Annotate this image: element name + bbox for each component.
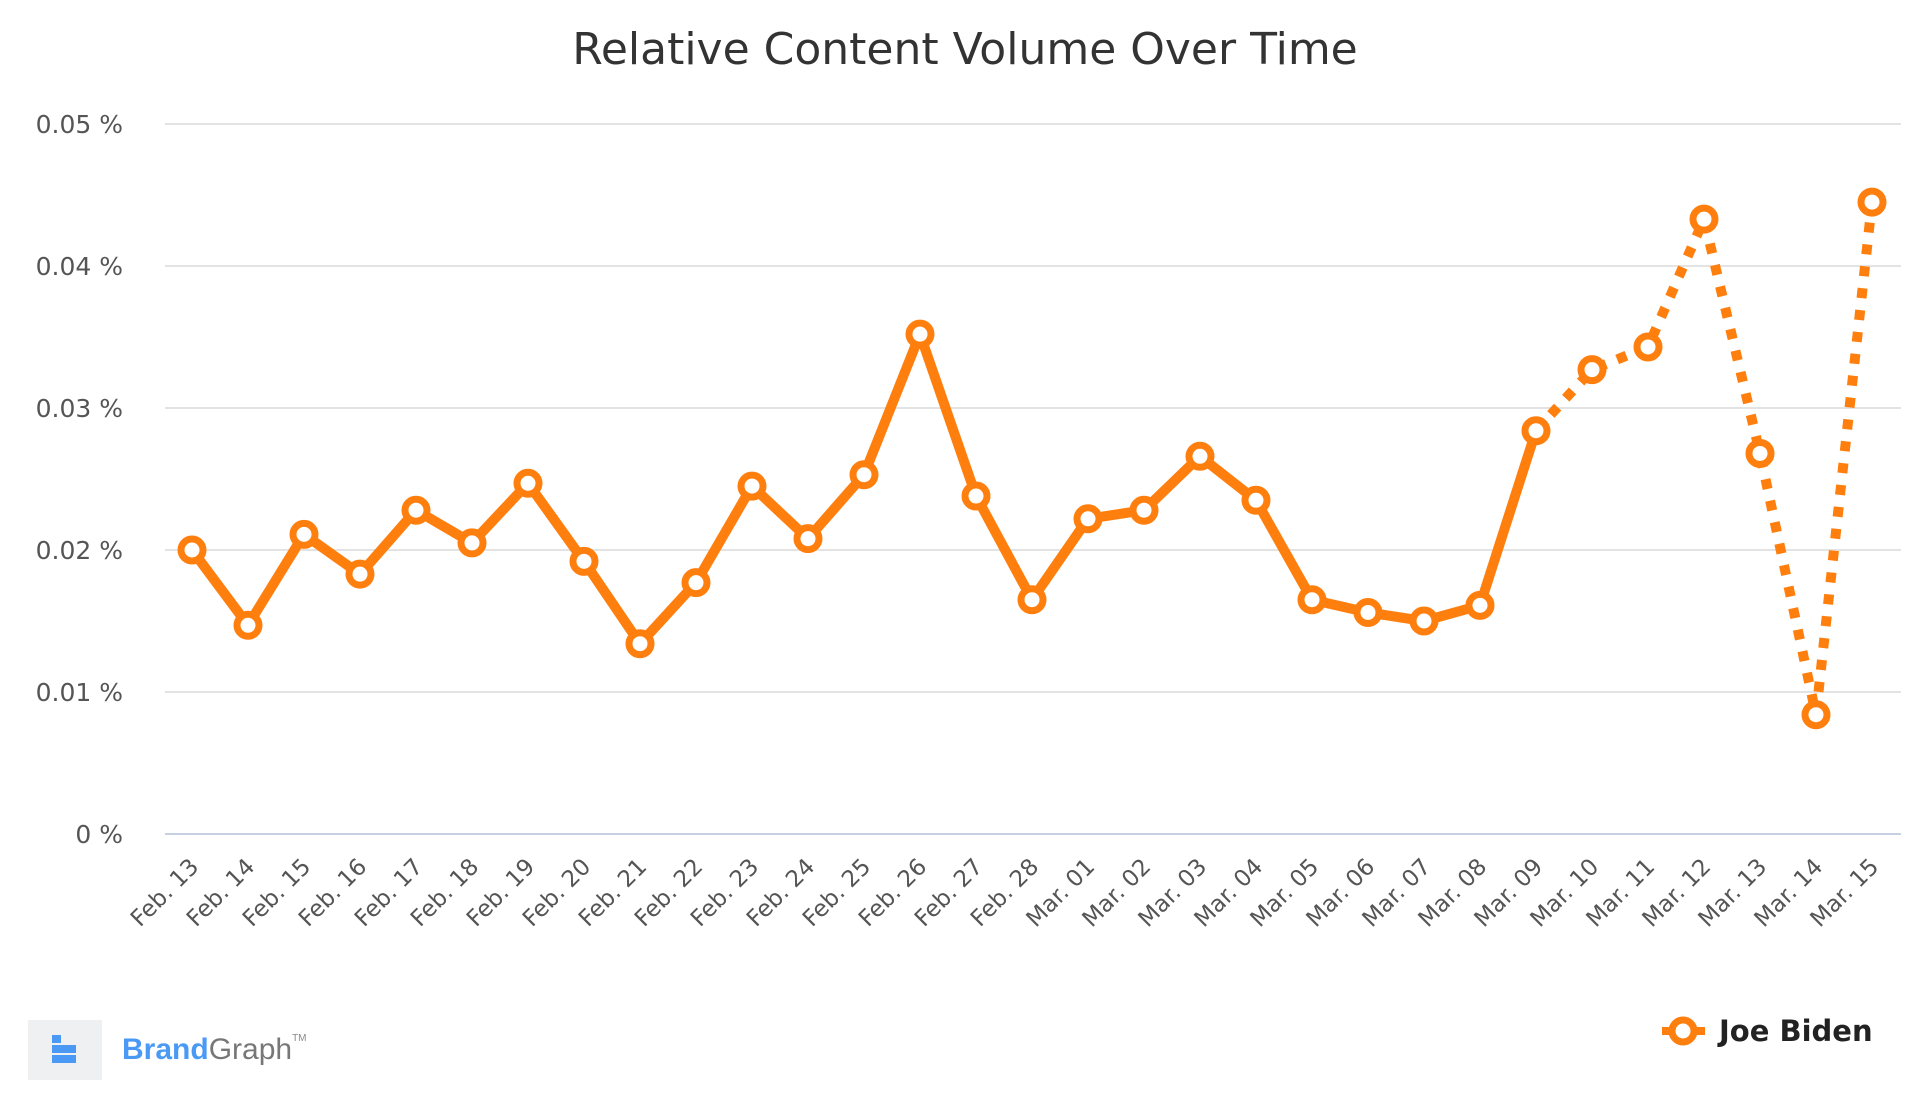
y-tick-label: 0.02 % (36, 536, 123, 565)
data-point (457, 528, 487, 558)
legend-marker-icon (1668, 1016, 1698, 1046)
data-point (1017, 585, 1047, 615)
y-tick-label: 0.03 % (36, 394, 123, 423)
y-tick-label: 0.04 % (36, 252, 123, 281)
series-points (177, 187, 1887, 730)
data-point (793, 524, 823, 554)
grid (165, 123, 1901, 835)
data-point (1073, 504, 1103, 534)
data-point (625, 629, 655, 659)
data-point (1409, 606, 1439, 636)
y-tick-label: 0.05 % (36, 110, 123, 139)
data-point (1465, 590, 1495, 620)
data-point (1185, 441, 1215, 471)
data-point (1353, 597, 1383, 627)
data-point (177, 535, 207, 565)
series-lines (187, 201, 1877, 716)
data-point (1241, 485, 1271, 515)
chart-title: Relative Content Volume Over Time (572, 24, 1358, 75)
data-point (1801, 700, 1831, 730)
data-point (401, 495, 431, 525)
logo-brand: Brand (122, 1033, 209, 1066)
data-point (1633, 332, 1663, 362)
logo-tm: TM (292, 1033, 307, 1044)
data-point (737, 471, 767, 501)
logo-graph: Graph (208, 1033, 293, 1066)
y-tick-label: 0 % (75, 820, 123, 849)
data-point (1745, 438, 1775, 468)
logo-icon (28, 1020, 102, 1080)
series-line-dashed (1532, 201, 1877, 716)
data-point (681, 568, 711, 598)
data-point (1297, 585, 1327, 615)
data-point (961, 481, 991, 511)
data-point (233, 610, 263, 640)
data-point (569, 546, 599, 576)
data-point (513, 468, 543, 498)
legend[interactable]: Joe Biden (1662, 1014, 1873, 1048)
y-tick-label: 0.01 % (36, 678, 123, 707)
legend-label: Joe Biden (1717, 1014, 1873, 1048)
data-point (289, 519, 319, 549)
data-point (849, 460, 879, 490)
brandgraph-logo: BrandGraphTM (28, 1020, 307, 1080)
data-point (1521, 416, 1551, 446)
data-point (1857, 187, 1887, 217)
data-point (1129, 495, 1159, 525)
data-point (345, 559, 375, 589)
y-axis: 0 % 0.01 % 0.02 % 0.03 % 0.04 % 0.05 % (36, 110, 123, 849)
data-point (1689, 204, 1719, 234)
data-point (905, 319, 935, 349)
data-point (1577, 355, 1607, 385)
